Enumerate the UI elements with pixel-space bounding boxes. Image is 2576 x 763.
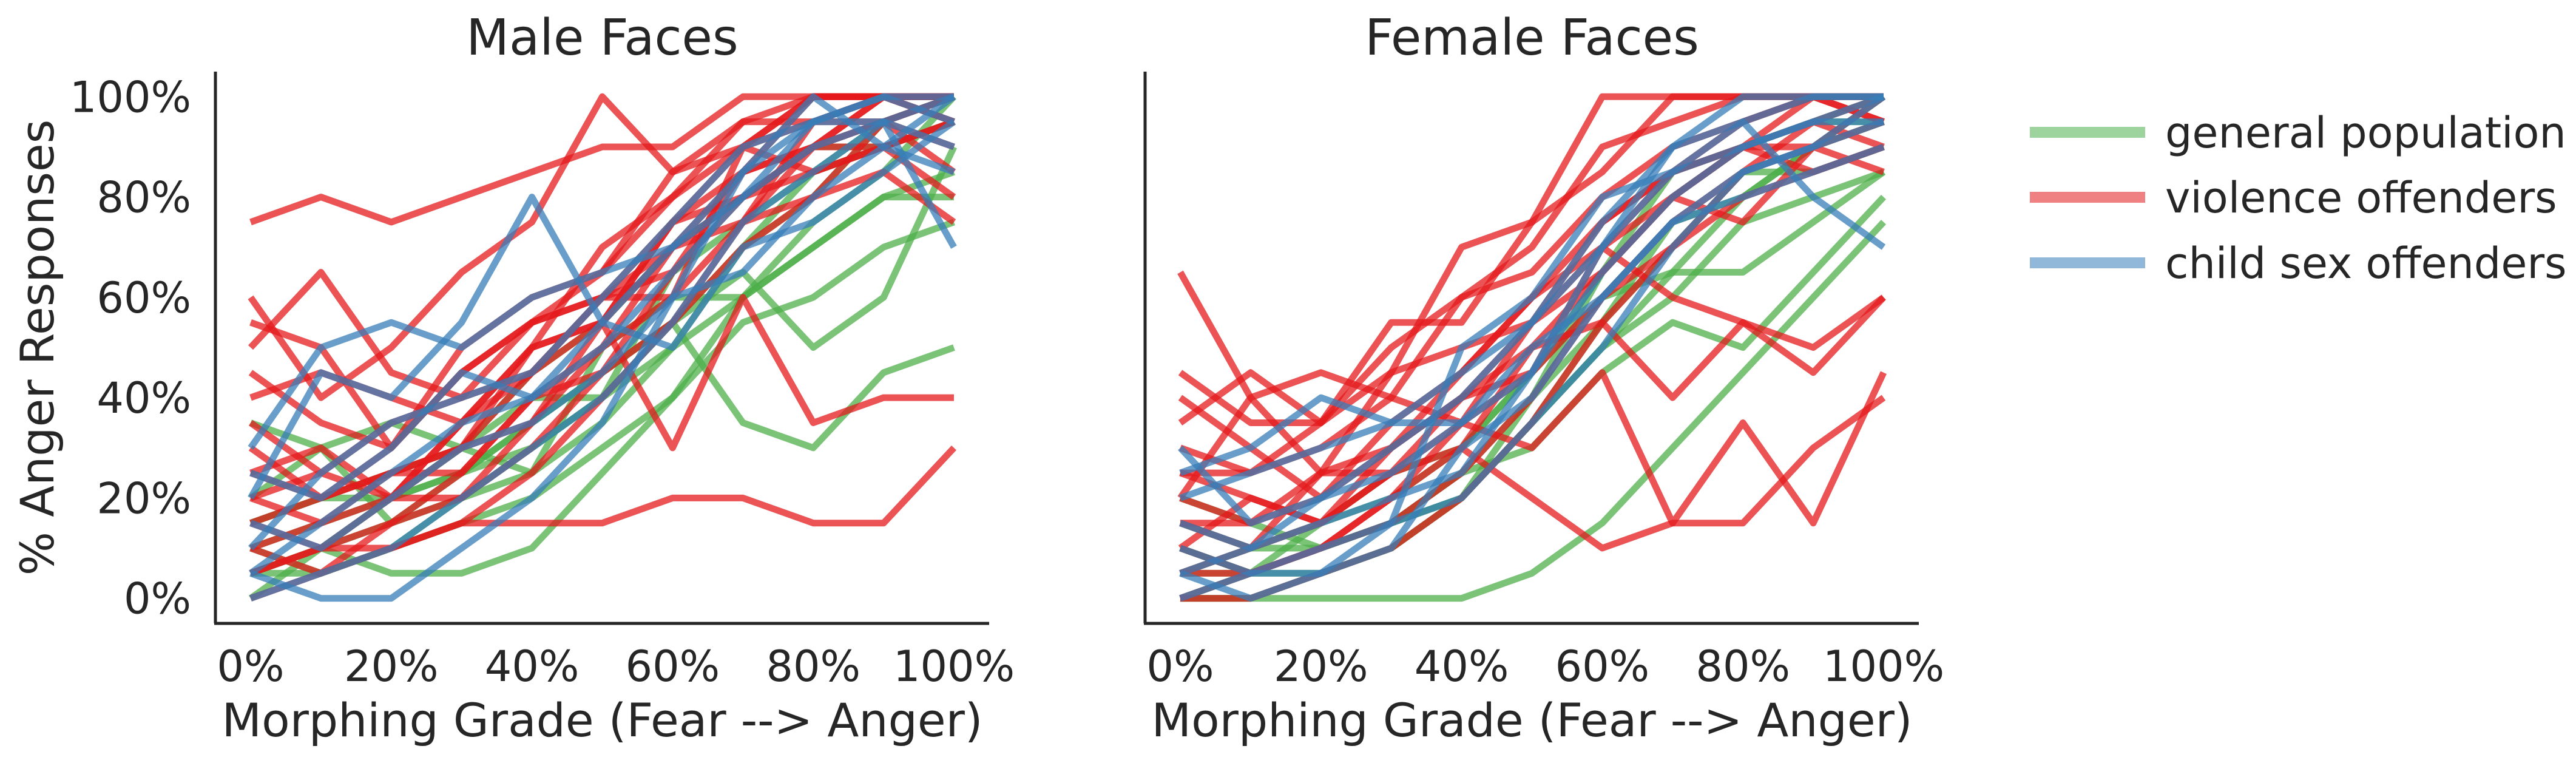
x-tick-label: 20% xyxy=(344,642,439,691)
y-tick-label: 60% xyxy=(96,273,191,323)
series-line-general-population-6 xyxy=(1179,169,1885,552)
x-tick-label: 60% xyxy=(626,642,720,691)
x-tick-label: 0% xyxy=(1146,642,1214,691)
male-faces-title: Male Faces xyxy=(466,9,738,67)
series-line-child-sex-offenders-27 xyxy=(1179,143,1885,476)
series-line-child-sex-offenders-29 xyxy=(248,119,956,500)
series-line-child-sex-offenders-29 xyxy=(1179,118,1884,577)
x-tick-label: 80% xyxy=(766,642,860,691)
series-line-child-sex-offenders-35 xyxy=(249,93,956,552)
x-tick-label: 80% xyxy=(1695,642,1790,691)
male-axes: 0% 20% 40% 60% 80% 100% 0% 20% 40% 60% 80% 100% xyxy=(70,72,1015,691)
legend-label-child-sex-offenders: child sex offenders xyxy=(2165,239,2567,288)
male-x-axis-label: Morphing Grade (Fear --> Anger) xyxy=(222,693,983,747)
series-line-general-population-4 xyxy=(1179,169,1886,552)
female-x-axis-label: Morphing Grade (Fear --> Anger) xyxy=(1152,693,1913,747)
series-line-child-sex-offenders-33 xyxy=(249,118,955,602)
series-line-general-population-0 xyxy=(1180,220,1887,602)
series-line-violence-offenders-27 xyxy=(249,118,955,501)
series-line-child-sex-offenders-33 xyxy=(1179,93,1886,602)
y-axis-label: % Anger Responses xyxy=(10,120,64,576)
x-tick-label: 20% xyxy=(1274,642,1368,691)
series-line-violence-offenders-9 xyxy=(1177,270,1886,552)
series-line-child-sex-offenders-34 xyxy=(249,118,957,501)
x-tick-label: 60% xyxy=(1555,642,1650,691)
series-line-child-sex-offenders-32 xyxy=(1179,93,1884,501)
series-line-violence-offenders-20 xyxy=(1179,93,1884,476)
series-line-violence-offenders-10 xyxy=(1177,369,1887,527)
female-series-group xyxy=(1177,93,1887,602)
x-tick-label: 100% xyxy=(1823,642,1944,691)
series-line-violence-offenders-12 xyxy=(249,446,957,577)
legend: general population violence offenders ch… xyxy=(2030,108,2567,288)
series-line-child-sex-offenders-36 xyxy=(248,93,954,576)
x-tick-label: 0% xyxy=(217,642,284,691)
y-tick-label: 40% xyxy=(96,373,191,423)
female-axes: 0% 20% 40% 60% 80% 100% xyxy=(1143,72,1944,691)
y-tick-label: 80% xyxy=(96,173,191,223)
legend-label-general-population: general population xyxy=(2165,108,2566,158)
male-series-group xyxy=(248,93,957,602)
female-faces-panel: Female Faces Morphing Grade (Fear --> An… xyxy=(1143,9,1944,747)
y-tick-label: 20% xyxy=(96,473,191,523)
female-faces-title: Female Faces xyxy=(1365,9,1699,67)
male-faces-panel: Male Faces % Anger Responses Morphing Gr… xyxy=(10,9,1015,747)
series-line-violence-offenders-14 xyxy=(1180,93,1885,476)
y-tick-label: 100% xyxy=(70,72,191,122)
x-tick-label: 100% xyxy=(893,642,1015,691)
x-tick-label: 40% xyxy=(1415,642,1509,691)
x-tick-label: 40% xyxy=(485,642,580,691)
series-line-child-sex-offenders-32 xyxy=(248,93,955,551)
y-tick-label: 0% xyxy=(124,574,191,624)
legend-label-violence-offenders: violence offenders xyxy=(2165,173,2557,223)
